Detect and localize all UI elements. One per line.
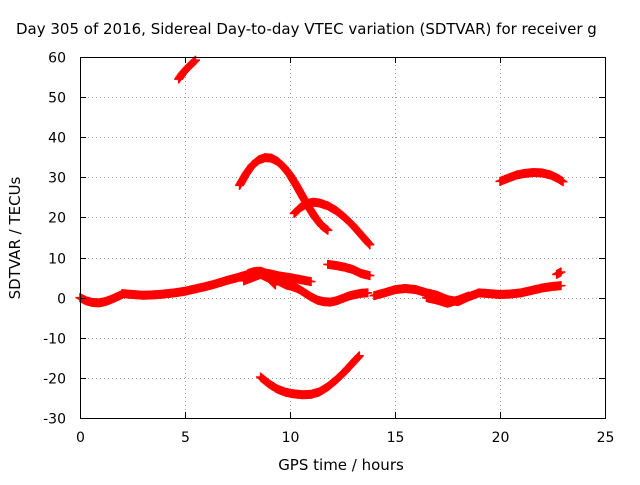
data-point bbox=[363, 288, 373, 298]
data-point bbox=[190, 56, 200, 66]
series-arc-4 bbox=[495, 168, 568, 187]
y-tick-label: -20 bbox=[43, 372, 66, 388]
tick-labels: 0 5 10 15 20 25 -30 -20 -10 0 10 20 30 40 50 60 bbox=[43, 51, 614, 447]
series-arc-5 bbox=[323, 259, 375, 281]
axis-ticks bbox=[80, 57, 606, 419]
data-point bbox=[556, 267, 566, 277]
data-point bbox=[365, 240, 375, 250]
y-tick-label: 40 bbox=[48, 131, 66, 147]
y-tick-label: -10 bbox=[43, 332, 66, 348]
y-tick-label: 30 bbox=[48, 171, 66, 187]
series-arc-12 bbox=[369, 281, 566, 307]
x-tick-label: 5 bbox=[181, 430, 190, 446]
series-arc-1 bbox=[174, 55, 200, 84]
series-arc-13 bbox=[422, 291, 473, 308]
x-tick-label: 0 bbox=[76, 430, 85, 446]
data-point bbox=[306, 277, 316, 287]
data-point bbox=[464, 291, 473, 301]
data-points bbox=[75, 55, 568, 400]
data-point bbox=[189, 57, 199, 67]
series-arc-6 bbox=[552, 267, 566, 279]
plot-frame bbox=[80, 57, 606, 419]
y-tick-label: 20 bbox=[48, 211, 66, 227]
y-tick-label: 10 bbox=[48, 252, 66, 268]
data-point bbox=[364, 239, 374, 249]
series-arc-11 bbox=[239, 269, 280, 290]
y-tick-label: -30 bbox=[43, 412, 66, 428]
data-point bbox=[270, 280, 280, 290]
series-arc-2 bbox=[235, 153, 333, 235]
data-point bbox=[365, 271, 375, 281]
data-point bbox=[269, 279, 279, 289]
x-tick-label: 25 bbox=[597, 430, 615, 446]
data-point bbox=[363, 238, 373, 248]
y-tick-label: 0 bbox=[57, 292, 66, 308]
series-arc-10 bbox=[243, 266, 373, 307]
data-point bbox=[558, 177, 568, 187]
x-tick-label: 20 bbox=[492, 430, 510, 446]
x-tick-label: 15 bbox=[387, 430, 405, 446]
x-axis-title: GPS time / hours bbox=[278, 456, 404, 474]
series-arc-3 bbox=[289, 197, 375, 250]
x-tick-label: 10 bbox=[282, 430, 300, 446]
series-arc-7 bbox=[256, 351, 364, 400]
data-point bbox=[269, 278, 278, 288]
y-axis-title: SDTVAR / TECUs bbox=[6, 176, 24, 299]
y-tick-label: 50 bbox=[48, 91, 66, 107]
data-point bbox=[556, 281, 566, 291]
chart-title: Day 305 of 2016, Sidereal Day-to-day VTE… bbox=[16, 20, 597, 38]
grid bbox=[80, 57, 605, 418]
data-point bbox=[354, 351, 364, 361]
data-point bbox=[323, 225, 333, 235]
y-tick-label: 60 bbox=[48, 51, 66, 67]
